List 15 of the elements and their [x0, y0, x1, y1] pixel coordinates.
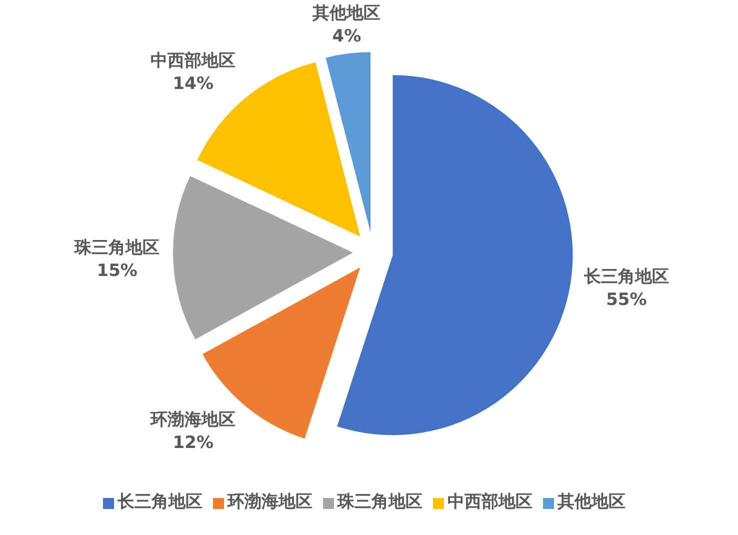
legend-label: 环渤海地区	[228, 492, 312, 512]
legend-label: 其他地区	[558, 492, 626, 512]
legend-label: 珠三角地区	[338, 492, 422, 512]
data-label: 15%	[96, 260, 138, 281]
slice-label: 中西部地区	[150, 50, 236, 71]
slice-label: 其他地区	[312, 4, 381, 24]
legend-label: 长三角地区	[118, 492, 202, 512]
data-label: 4%	[332, 26, 362, 46]
legend-label: 中西部地区	[448, 492, 532, 512]
data-label: 55%	[606, 290, 647, 310]
data-label: 12%	[172, 433, 214, 454]
slice-label: 长三角地区	[582, 266, 669, 287]
data-label: 14%	[172, 74, 214, 94]
slice-label: 珠三角地区	[74, 238, 160, 258]
slice-label: 环渤海地区	[150, 410, 236, 430]
